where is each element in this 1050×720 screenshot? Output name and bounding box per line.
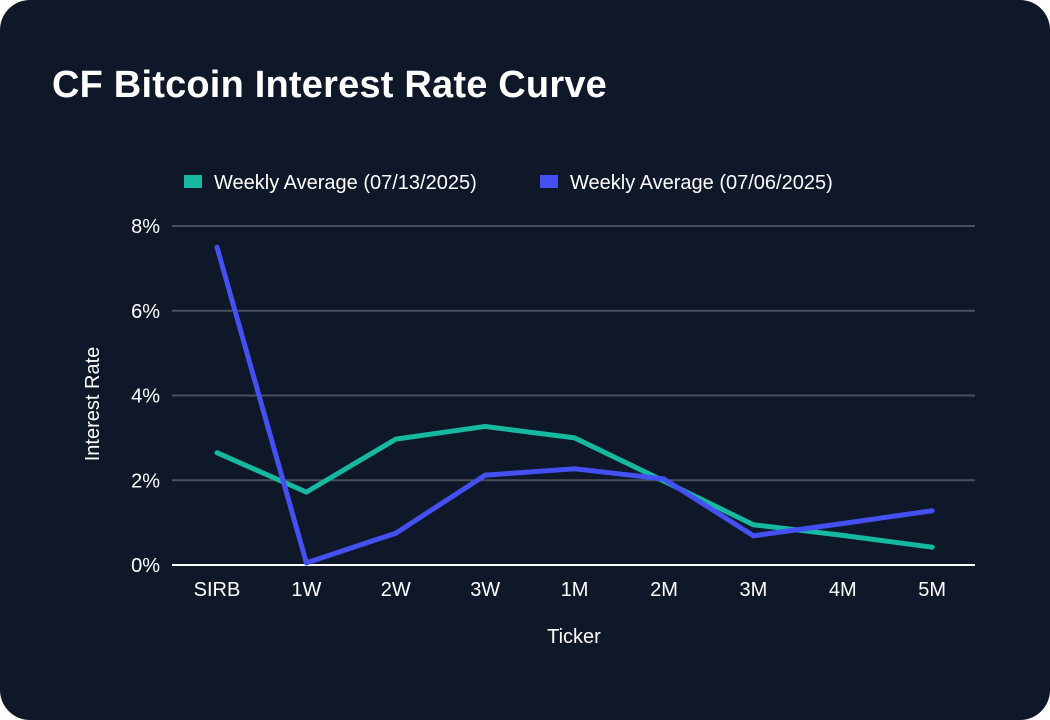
- series-2-point: [929, 508, 935, 514]
- x-tick-label: SIRB: [194, 579, 241, 601]
- series-line-1: [215, 423, 933, 550]
- legend: Weekly Average (07/13/2025) Weekly Avera…: [184, 172, 833, 194]
- series-2-point: [214, 244, 220, 250]
- y-tick-label: 2%: [131, 470, 160, 492]
- series-line-2: [214, 246, 933, 566]
- legend-label-series-2: Weekly Average (07/06/2025): [570, 172, 833, 194]
- x-axis-ticks: SIRB 1W 2W 3W 1M 2M 3M 4M 5M: [194, 579, 946, 601]
- series-1-point: [303, 489, 309, 495]
- y-tick-label: 4%: [131, 386, 160, 408]
- x-tick-label: 1M: [561, 579, 589, 601]
- series-1-point: [840, 532, 846, 538]
- series-1-point: [482, 423, 488, 429]
- x-tick-label: 1W: [291, 579, 321, 601]
- y-tick-label: 0%: [131, 555, 160, 577]
- x-tick-label: 4M: [829, 579, 857, 601]
- chart-title: CF Bitcoin Interest Rate Curve: [52, 64, 607, 106]
- x-tick-label: 2M: [650, 579, 678, 601]
- x-axis-label: Ticker: [547, 626, 601, 648]
- series-2-point: [572, 466, 578, 472]
- x-tick-label: 2W: [381, 579, 411, 601]
- legend-label-series-1: Weekly Average (07/13/2025): [214, 172, 477, 194]
- series-2-point: [750, 533, 756, 539]
- y-tick-label: 8%: [131, 216, 160, 238]
- legend-swatch-series-2: [540, 175, 558, 188]
- y-tick-label: 6%: [131, 301, 160, 323]
- series-2-point: [482, 472, 488, 478]
- x-tick-label: 3W: [470, 579, 500, 601]
- series-lines: [214, 244, 935, 566]
- series-1-point: [929, 544, 935, 550]
- y-axis-ticks: 0% 2% 4% 6% 8%: [131, 216, 160, 577]
- series-2-point: [840, 520, 846, 526]
- series-1-point: [214, 450, 220, 456]
- series-1-point: [572, 435, 578, 441]
- y-axis-label: Interest Rate: [82, 347, 104, 462]
- legend-swatch-series-1: [184, 175, 202, 188]
- series-2-point: [393, 530, 399, 536]
- series-1-point: [393, 436, 399, 442]
- x-tick-label: 3M: [740, 579, 768, 601]
- series-2-point: [661, 476, 667, 482]
- series-2-point: [303, 560, 309, 566]
- x-tick-label: 5M: [918, 579, 946, 601]
- series-1-point: [750, 522, 756, 528]
